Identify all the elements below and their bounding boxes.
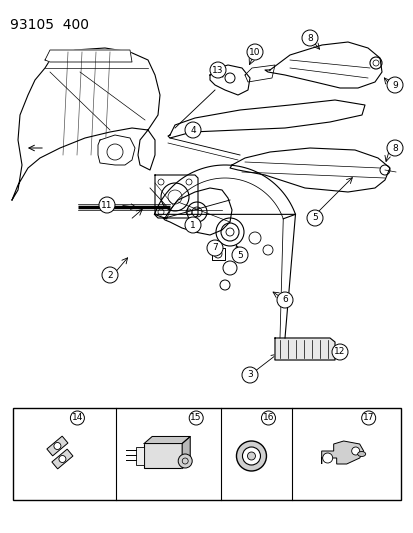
Text: 15: 15	[190, 414, 202, 423]
Polygon shape	[209, 65, 249, 95]
Polygon shape	[168, 100, 364, 138]
Circle shape	[247, 44, 262, 60]
Polygon shape	[264, 42, 381, 88]
Text: 3: 3	[247, 370, 252, 379]
Polygon shape	[182, 437, 190, 469]
Text: 5: 5	[237, 251, 242, 260]
Circle shape	[301, 30, 317, 46]
Text: 12: 12	[334, 348, 345, 357]
Circle shape	[54, 442, 61, 449]
Text: 13: 13	[212, 66, 223, 75]
Text: 8: 8	[391, 143, 397, 152]
Circle shape	[70, 411, 84, 425]
Circle shape	[236, 441, 266, 471]
Circle shape	[185, 122, 201, 138]
Circle shape	[331, 344, 347, 360]
Bar	[13, 408, 400, 500]
Bar	[144, 443, 182, 469]
Text: 9: 9	[391, 80, 397, 90]
Text: 5: 5	[311, 214, 317, 222]
Circle shape	[322, 453, 332, 463]
Text: 1: 1	[190, 221, 195, 230]
Circle shape	[247, 452, 255, 460]
Polygon shape	[52, 449, 73, 469]
Circle shape	[351, 447, 359, 455]
Circle shape	[185, 217, 201, 233]
Text: 11: 11	[101, 200, 112, 209]
Text: 8: 8	[306, 34, 312, 43]
Circle shape	[99, 197, 115, 213]
Circle shape	[386, 77, 402, 93]
Circle shape	[306, 210, 322, 226]
Polygon shape	[98, 135, 135, 165]
Bar	[136, 447, 144, 465]
Circle shape	[242, 447, 260, 465]
Text: 10: 10	[249, 47, 260, 56]
Polygon shape	[154, 175, 197, 218]
Circle shape	[102, 267, 118, 283]
Text: 2: 2	[107, 271, 112, 279]
Polygon shape	[244, 65, 274, 82]
Text: 4: 4	[190, 125, 195, 134]
Text: 93105  400: 93105 400	[10, 18, 89, 32]
Polygon shape	[321, 441, 363, 464]
Polygon shape	[12, 48, 159, 200]
Polygon shape	[47, 436, 68, 456]
Polygon shape	[154, 165, 295, 219]
Circle shape	[386, 140, 402, 156]
Text: 16: 16	[262, 414, 273, 423]
Circle shape	[59, 456, 66, 463]
Polygon shape	[274, 338, 334, 360]
Circle shape	[242, 367, 257, 383]
Circle shape	[361, 411, 375, 425]
Ellipse shape	[357, 451, 365, 456]
Circle shape	[276, 292, 292, 308]
Circle shape	[261, 411, 275, 425]
Polygon shape	[45, 50, 132, 62]
Text: 14: 14	[71, 414, 83, 423]
Polygon shape	[163, 188, 231, 235]
Circle shape	[206, 240, 223, 256]
Circle shape	[178, 454, 192, 468]
Circle shape	[231, 247, 247, 263]
Text: 6: 6	[281, 295, 287, 304]
Circle shape	[189, 411, 203, 425]
Circle shape	[209, 62, 225, 78]
Text: 7: 7	[211, 244, 217, 253]
Text: 17: 17	[362, 414, 373, 423]
Polygon shape	[230, 148, 389, 192]
Polygon shape	[144, 437, 190, 443]
Polygon shape	[211, 248, 224, 260]
